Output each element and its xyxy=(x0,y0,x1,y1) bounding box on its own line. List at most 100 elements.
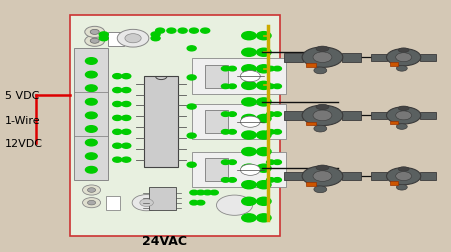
Circle shape xyxy=(313,111,332,121)
Circle shape xyxy=(113,102,122,107)
Circle shape xyxy=(190,191,198,195)
Bar xyxy=(106,197,120,210)
Circle shape xyxy=(85,126,97,133)
Circle shape xyxy=(240,71,260,82)
Circle shape xyxy=(242,132,256,140)
Text: 1-Wire: 1-Wire xyxy=(5,116,40,126)
Circle shape xyxy=(85,167,97,173)
Circle shape xyxy=(257,132,271,140)
Circle shape xyxy=(267,178,275,182)
Bar xyxy=(306,183,316,186)
Ellipse shape xyxy=(398,49,409,53)
Circle shape xyxy=(122,130,131,135)
Circle shape xyxy=(242,198,256,206)
Circle shape xyxy=(85,153,97,160)
Ellipse shape xyxy=(398,107,409,111)
Circle shape xyxy=(85,72,97,79)
Bar xyxy=(284,54,303,62)
Circle shape xyxy=(156,29,165,34)
Circle shape xyxy=(257,33,271,41)
Circle shape xyxy=(210,191,218,195)
Bar xyxy=(144,77,178,168)
Ellipse shape xyxy=(302,48,343,68)
Bar xyxy=(342,112,361,120)
Ellipse shape xyxy=(314,68,327,75)
Bar xyxy=(284,172,303,181)
Ellipse shape xyxy=(387,107,421,124)
Ellipse shape xyxy=(314,186,327,193)
Circle shape xyxy=(113,88,122,93)
Circle shape xyxy=(113,74,122,79)
Circle shape xyxy=(151,33,160,38)
Circle shape xyxy=(132,195,161,211)
Circle shape xyxy=(228,85,236,89)
Bar xyxy=(390,121,398,124)
Ellipse shape xyxy=(396,185,407,190)
Circle shape xyxy=(122,102,131,107)
Circle shape xyxy=(122,116,131,121)
Circle shape xyxy=(178,29,187,34)
Circle shape xyxy=(197,201,205,205)
Circle shape xyxy=(242,148,256,156)
Circle shape xyxy=(273,67,281,72)
Circle shape xyxy=(242,33,256,41)
Ellipse shape xyxy=(302,166,343,186)
Ellipse shape xyxy=(398,167,409,172)
Circle shape xyxy=(85,86,97,92)
Circle shape xyxy=(87,188,96,193)
Bar xyxy=(205,111,228,134)
Circle shape xyxy=(151,37,160,42)
Circle shape xyxy=(257,82,271,90)
Text: 24VAC: 24VAC xyxy=(142,234,187,247)
Circle shape xyxy=(313,53,332,63)
Circle shape xyxy=(257,214,271,222)
Bar xyxy=(205,66,228,88)
Circle shape xyxy=(257,148,271,156)
Circle shape xyxy=(242,115,256,123)
Circle shape xyxy=(83,185,101,195)
Circle shape xyxy=(221,130,230,135)
Circle shape xyxy=(99,37,108,42)
Circle shape xyxy=(187,47,196,52)
Bar xyxy=(420,112,436,119)
Circle shape xyxy=(273,85,281,89)
Bar xyxy=(306,64,316,68)
Circle shape xyxy=(113,130,122,135)
Circle shape xyxy=(203,191,212,195)
Circle shape xyxy=(221,178,230,182)
Bar xyxy=(420,173,436,180)
Circle shape xyxy=(85,99,97,106)
Circle shape xyxy=(87,201,96,205)
Circle shape xyxy=(396,172,412,181)
Ellipse shape xyxy=(396,66,407,72)
Circle shape xyxy=(99,33,108,38)
Bar xyxy=(371,112,387,119)
Circle shape xyxy=(267,160,275,165)
Circle shape xyxy=(197,191,205,195)
Ellipse shape xyxy=(302,106,343,126)
Circle shape xyxy=(201,29,210,34)
Circle shape xyxy=(228,67,236,72)
Circle shape xyxy=(257,198,271,206)
Circle shape xyxy=(122,158,131,163)
Circle shape xyxy=(85,140,97,146)
Circle shape xyxy=(113,144,122,149)
Circle shape xyxy=(242,49,256,57)
Circle shape xyxy=(273,160,281,165)
Circle shape xyxy=(242,66,256,74)
Circle shape xyxy=(267,85,275,89)
Bar xyxy=(371,173,387,180)
Bar xyxy=(192,152,286,188)
Circle shape xyxy=(221,160,230,165)
Circle shape xyxy=(221,67,230,72)
Circle shape xyxy=(85,36,105,47)
Ellipse shape xyxy=(316,105,329,110)
Circle shape xyxy=(228,112,236,117)
Text: 12VDC: 12VDC xyxy=(5,139,42,149)
Ellipse shape xyxy=(316,165,329,171)
Circle shape xyxy=(90,30,99,35)
Circle shape xyxy=(140,199,153,207)
Ellipse shape xyxy=(316,47,329,52)
Bar xyxy=(74,49,108,180)
Ellipse shape xyxy=(387,168,421,185)
